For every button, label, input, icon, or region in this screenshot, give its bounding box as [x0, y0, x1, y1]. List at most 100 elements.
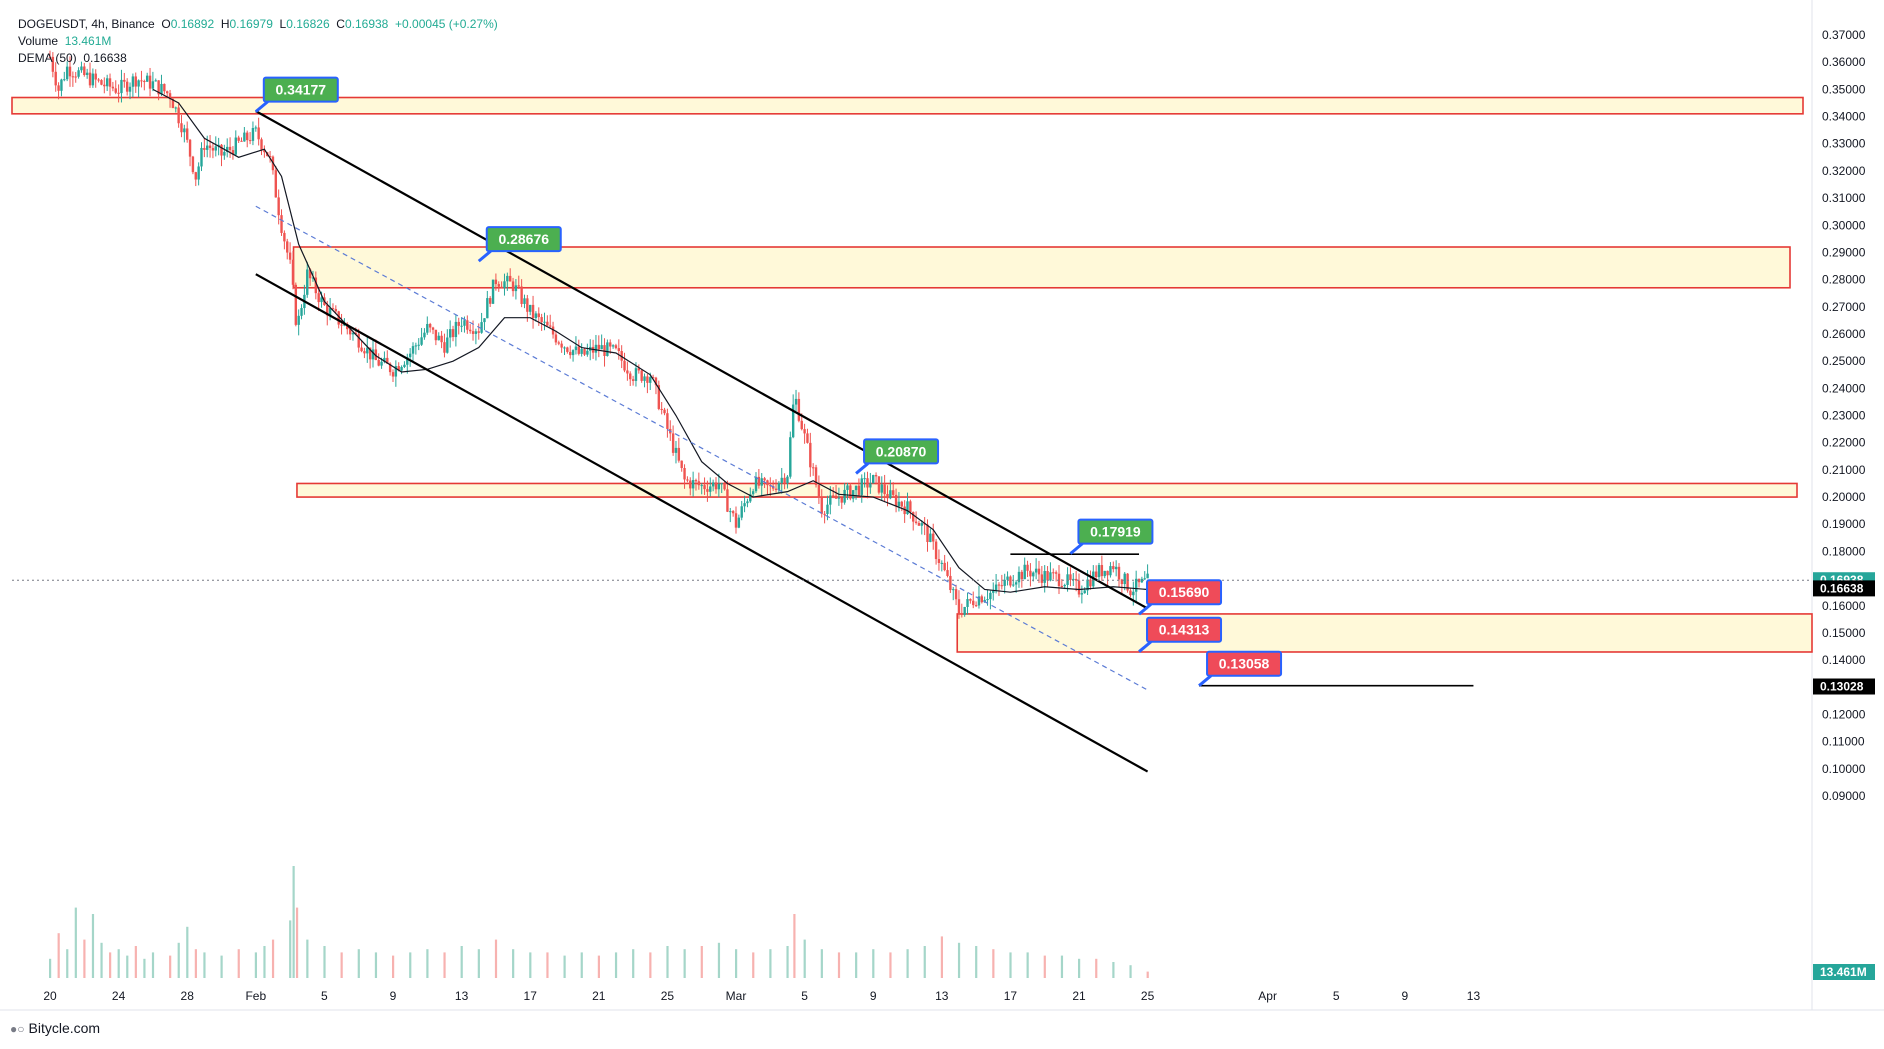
candle-body [697, 481, 701, 486]
candle-body [814, 467, 818, 486]
zone-015 [956, 613, 1813, 653]
candle-body [869, 483, 872, 488]
volume-bar [186, 926, 189, 978]
candle-body [203, 147, 206, 150]
candle-body [380, 361, 383, 366]
legend-symbol[interactable]: DOGEUSDT, 4h, Binance [18, 17, 155, 31]
legend-dema-row[interactable]: DEMA (50) 0.16638 [18, 50, 498, 67]
candle-body [517, 285, 520, 287]
callout-label: 0.28676 [498, 231, 549, 247]
volume-bar [306, 939, 309, 978]
candle-body [1126, 573, 1129, 591]
candle-body [614, 345, 618, 349]
volume-bar [529, 952, 532, 978]
candle-body [268, 155, 272, 157]
volume-bar [837, 952, 841, 978]
candle-body [846, 485, 849, 490]
volume-bar [117, 949, 120, 978]
candle-body [711, 482, 715, 487]
candle-body [754, 476, 758, 492]
candle-body [220, 144, 223, 156]
volume-bar [74, 907, 77, 978]
callout-box [1077, 518, 1154, 545]
volume-bar [126, 955, 129, 978]
candle-body [1114, 566, 1118, 570]
volume-bar [220, 955, 223, 978]
candle-body [468, 329, 472, 332]
candle-body [549, 325, 552, 327]
candle-body [331, 308, 335, 310]
candle-body [283, 232, 286, 242]
candle-body [357, 334, 360, 348]
candle-body [231, 150, 235, 155]
candle-body [83, 66, 86, 76]
watermark-text: Bitycle.com [28, 1020, 101, 1036]
candle-body [360, 347, 363, 352]
watermark: ●○ Bitycle.com [10, 1020, 100, 1036]
legend-open: 0.16892 [170, 17, 215, 31]
price-tick-label: 0.23000 [1822, 409, 1866, 423]
volume-bar [1060, 955, 1064, 978]
candle-body [68, 66, 72, 77]
candle-body [1117, 566, 1121, 580]
candle-body [1103, 570, 1106, 577]
candle-body [637, 368, 641, 371]
candle-body [60, 79, 63, 91]
candle-body [557, 342, 560, 344]
candle-body [200, 147, 203, 167]
candle-body [145, 75, 149, 82]
candle-body [371, 349, 375, 360]
candle-body [1074, 578, 1078, 581]
candle-body [831, 495, 835, 497]
candle-body [966, 599, 969, 607]
candle-body [171, 99, 175, 109]
dema-line [152, 88, 1148, 593]
candle-body [254, 127, 257, 129]
candle-body [1137, 578, 1141, 583]
candle-body [91, 73, 95, 86]
price-tick-label: 0.09000 [1822, 789, 1866, 803]
candle-body [460, 325, 463, 327]
candle-body [251, 128, 255, 141]
legend-volume-row[interactable]: Volume 13.461M [18, 33, 498, 50]
volume-bar [100, 942, 103, 978]
volume-bar [855, 952, 858, 978]
candle-body [288, 252, 292, 260]
candle-body [151, 81, 155, 89]
price-tick-label: 0.10000 [1822, 762, 1866, 776]
price-tick-label: 0.35000 [1822, 82, 1866, 96]
candle-body [906, 501, 909, 515]
candle-body [1143, 578, 1146, 580]
volume-bar [426, 949, 429, 978]
candle-body [434, 329, 438, 341]
candle-body [874, 475, 878, 477]
candle-body [634, 368, 638, 381]
candle-body [188, 139, 192, 157]
candle-body [65, 66, 69, 80]
candle-body [786, 476, 789, 484]
channel-lower-line [255, 273, 1149, 773]
candle-body [97, 79, 100, 81]
candle-body [900, 501, 903, 507]
callout-box [485, 226, 562, 253]
candle-body [960, 613, 964, 615]
candle-body [897, 501, 901, 507]
volume-bar [443, 952, 446, 978]
callout-label: 0.20870 [876, 443, 927, 459]
candle-body [629, 373, 632, 380]
candle-body [48, 56, 52, 58]
candle-body [1140, 578, 1144, 583]
candle-body [337, 311, 340, 325]
volume-bar [109, 952, 112, 978]
candle-body [823, 513, 826, 515]
candle-body [606, 342, 609, 356]
price-tag-volume [1813, 964, 1875, 980]
volume-bar [203, 952, 206, 978]
candle-body [677, 447, 681, 461]
candle-body [1132, 591, 1135, 596]
candle-body [143, 81, 146, 83]
price-tick-label: 0.11000 [1822, 735, 1865, 749]
candles [48, 50, 1149, 619]
